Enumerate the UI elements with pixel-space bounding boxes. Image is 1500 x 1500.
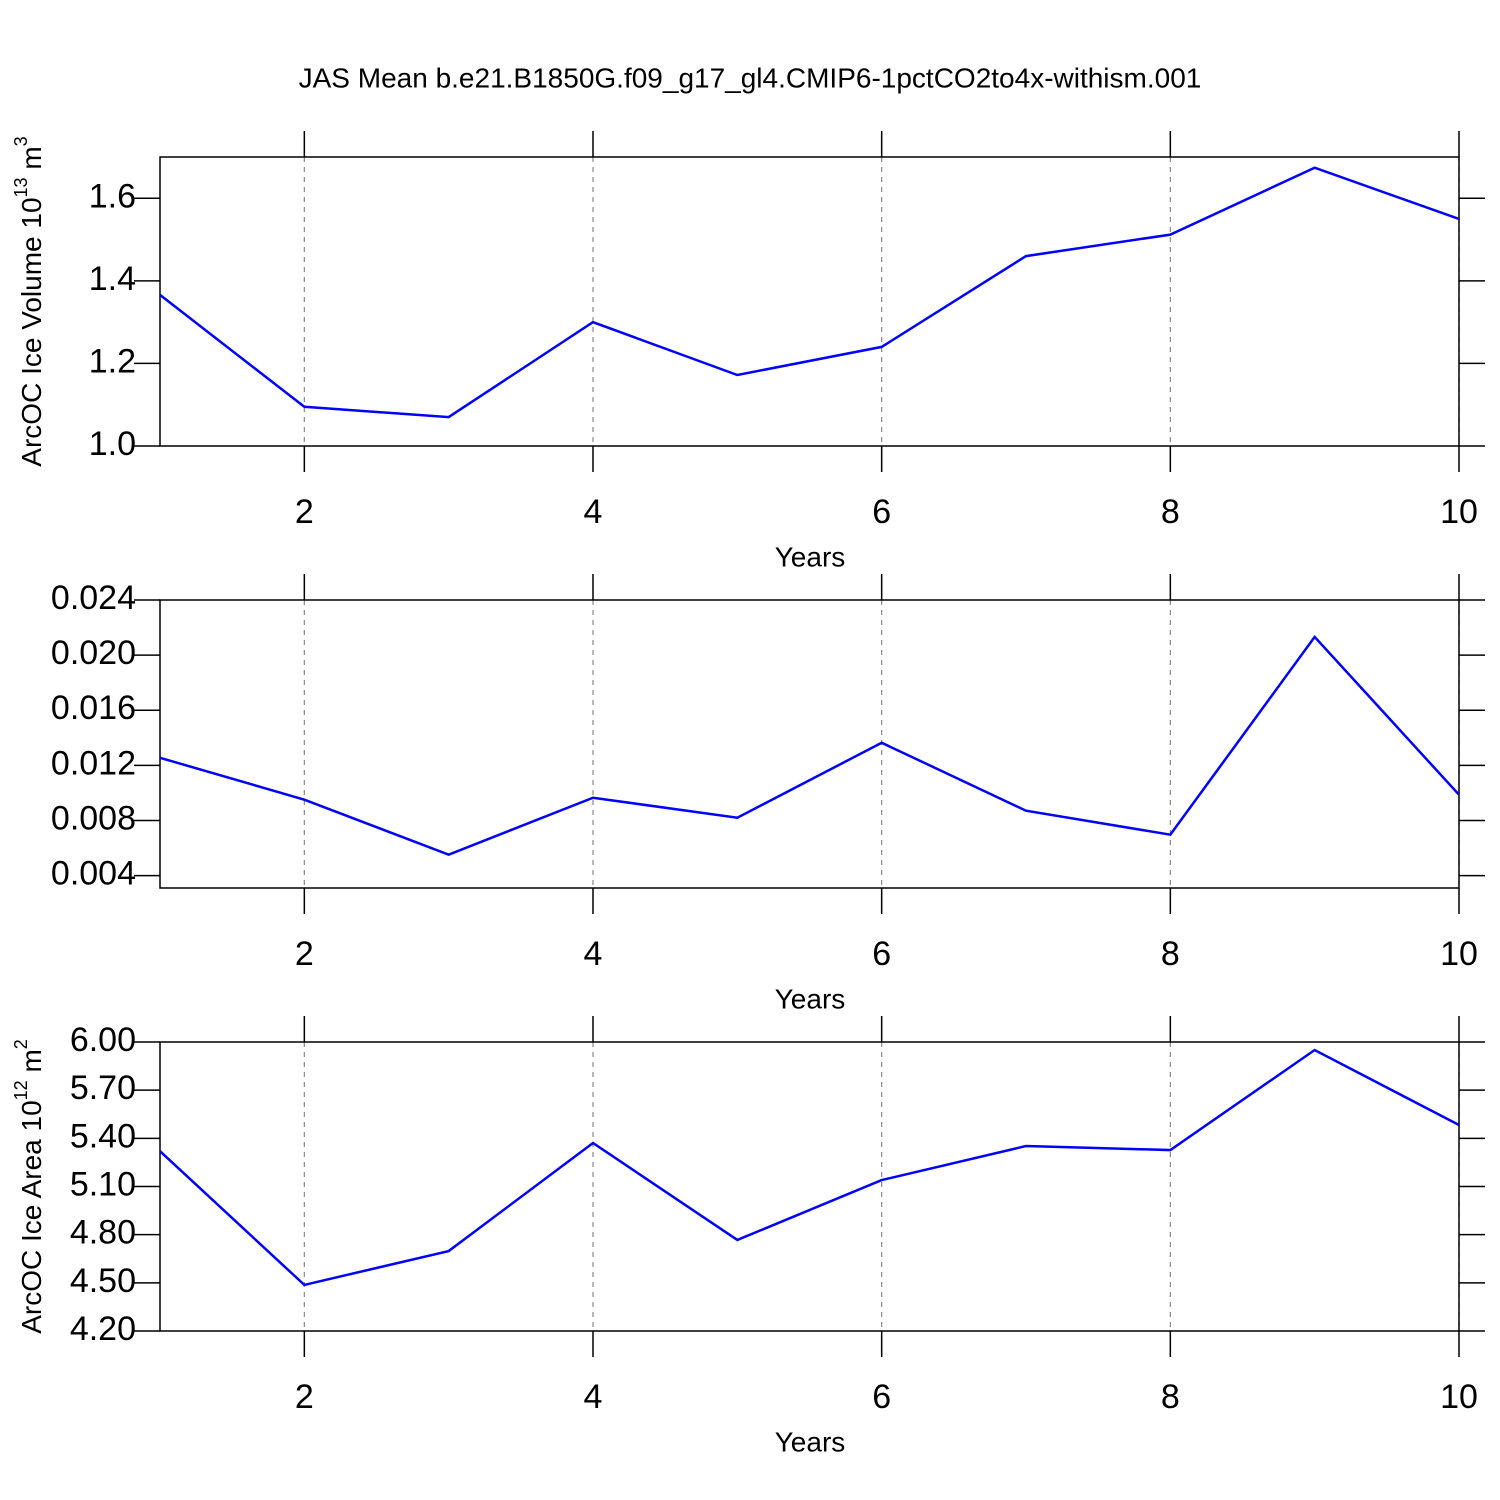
y-tick-label: 1.4	[89, 260, 136, 298]
y-tick-label: 5.70	[70, 1069, 136, 1107]
x-tick-label: 4	[584, 493, 603, 531]
x-tick-label: 10	[1440, 1378, 1478, 1416]
y-axis-label-part: m	[16, 146, 47, 177]
data-line	[159, 634, 1460, 856]
y-tick-label: 5.10	[70, 1165, 136, 1203]
x-tick-label: 2	[295, 1378, 314, 1416]
x-tick-label: 8	[1161, 935, 1180, 973]
data-line	[159, 166, 1460, 419]
x-tick-label: 10	[1440, 935, 1478, 973]
y-axis-label-part: ArcOC Ice Area 10	[16, 1100, 47, 1333]
y-axis-label: ArcOC Ice Volume 1013 m3	[11, 136, 48, 466]
y-tick-label: 0.024	[51, 579, 136, 617]
x-tick-label: 6	[872, 493, 891, 531]
y-tick-label: 1.0	[89, 425, 136, 463]
x-tick-label: 8	[1161, 493, 1180, 531]
plot-frame	[159, 1041, 1460, 1332]
y-tick-label: 0.004	[51, 855, 136, 893]
x-tick-label: 2	[295, 493, 314, 531]
y-tick-label: 1.6	[89, 177, 136, 215]
x-tick-label: 6	[872, 1378, 891, 1416]
y-tick-label: 0.008	[51, 799, 136, 837]
x-tick-label: 2	[295, 935, 314, 973]
x-axis-label: Years	[775, 983, 846, 1014]
y-axis-label-exponent: 12	[11, 1080, 31, 1100]
plot-frame	[159, 156, 1460, 447]
y-tick-label: 4.80	[70, 1214, 136, 1252]
x-axis-label: Years	[775, 541, 846, 572]
x-tick-label: 4	[584, 1378, 603, 1416]
data-line	[159, 1048, 1460, 1287]
chart-title: JAS Mean b.e21.B1850G.f09_g17_gl4.CMIP6-…	[299, 62, 1202, 93]
y-axis-label-exponent: 2	[11, 1039, 31, 1049]
x-tick-label: 4	[584, 935, 603, 973]
y-tick-label: 6.00	[70, 1021, 136, 1059]
y-tick-label: 0.012	[51, 744, 136, 782]
y-axis-label-exponent: 3	[11, 136, 31, 146]
plot-frame	[159, 599, 1460, 889]
y-axis-label-part: m	[16, 1049, 47, 1080]
y-tick-label: 4.20	[70, 1310, 136, 1348]
y-axis-label-part: ArcOC Ice Volume 10	[16, 197, 47, 466]
x-axis-label: Years	[775, 1426, 846, 1457]
y-tick-label: 4.50	[70, 1262, 136, 1300]
y-tick-label: 0.020	[51, 634, 136, 672]
x-tick-label: 8	[1161, 1378, 1180, 1416]
y-tick-label: 5.40	[70, 1117, 136, 1155]
y-tick-label: 1.2	[89, 342, 136, 380]
x-tick-label: 6	[872, 935, 891, 973]
x-tick-label: 10	[1440, 493, 1478, 531]
y-axis-label-exponent: 13	[11, 177, 31, 197]
y-axis-label: ArcOC Ice Area 1012 m2	[11, 1039, 48, 1334]
y-tick-label: 0.016	[51, 689, 136, 727]
